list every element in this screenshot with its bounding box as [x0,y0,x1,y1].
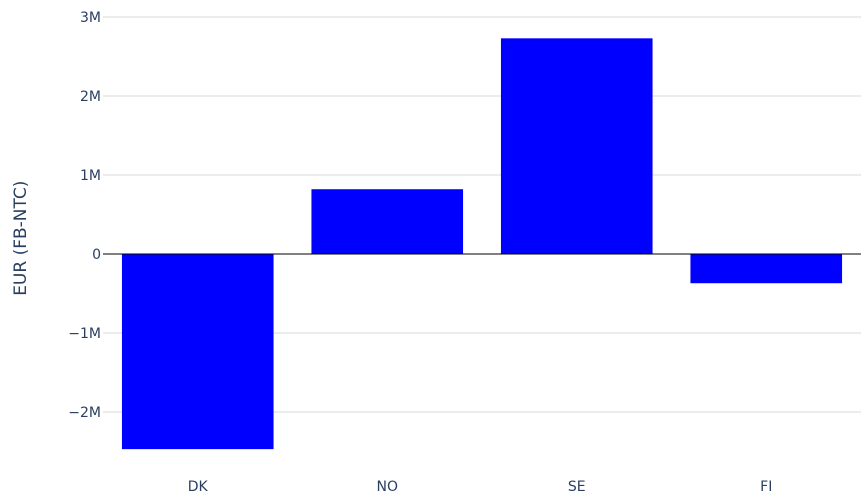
x-tick-label: FI [760,479,772,495]
bar-dk [121,254,274,450]
x-tick-label: SE [568,479,586,495]
x-tick-labels: DK NO SE FI [188,479,773,495]
y-tick-labels: −2M −1M 0 1M 2M 3M [68,10,101,421]
bar-no [311,189,464,254]
y-tick-label: 2M [80,89,101,105]
y-tick-label: 0 [92,247,101,263]
y-tick-label: 3M [80,10,101,26]
x-tick-label: DK [188,479,209,495]
y-tick-label: 1M [80,168,101,184]
y-tick-label: −2M [68,405,101,421]
bars [121,38,843,450]
y-tick-label: −1M [68,326,101,342]
bar-fi [690,254,843,284]
bar-se [500,38,653,254]
x-tick-label: NO [377,479,399,495]
y-axis-title: EUR (FB-NTC) [11,181,31,296]
